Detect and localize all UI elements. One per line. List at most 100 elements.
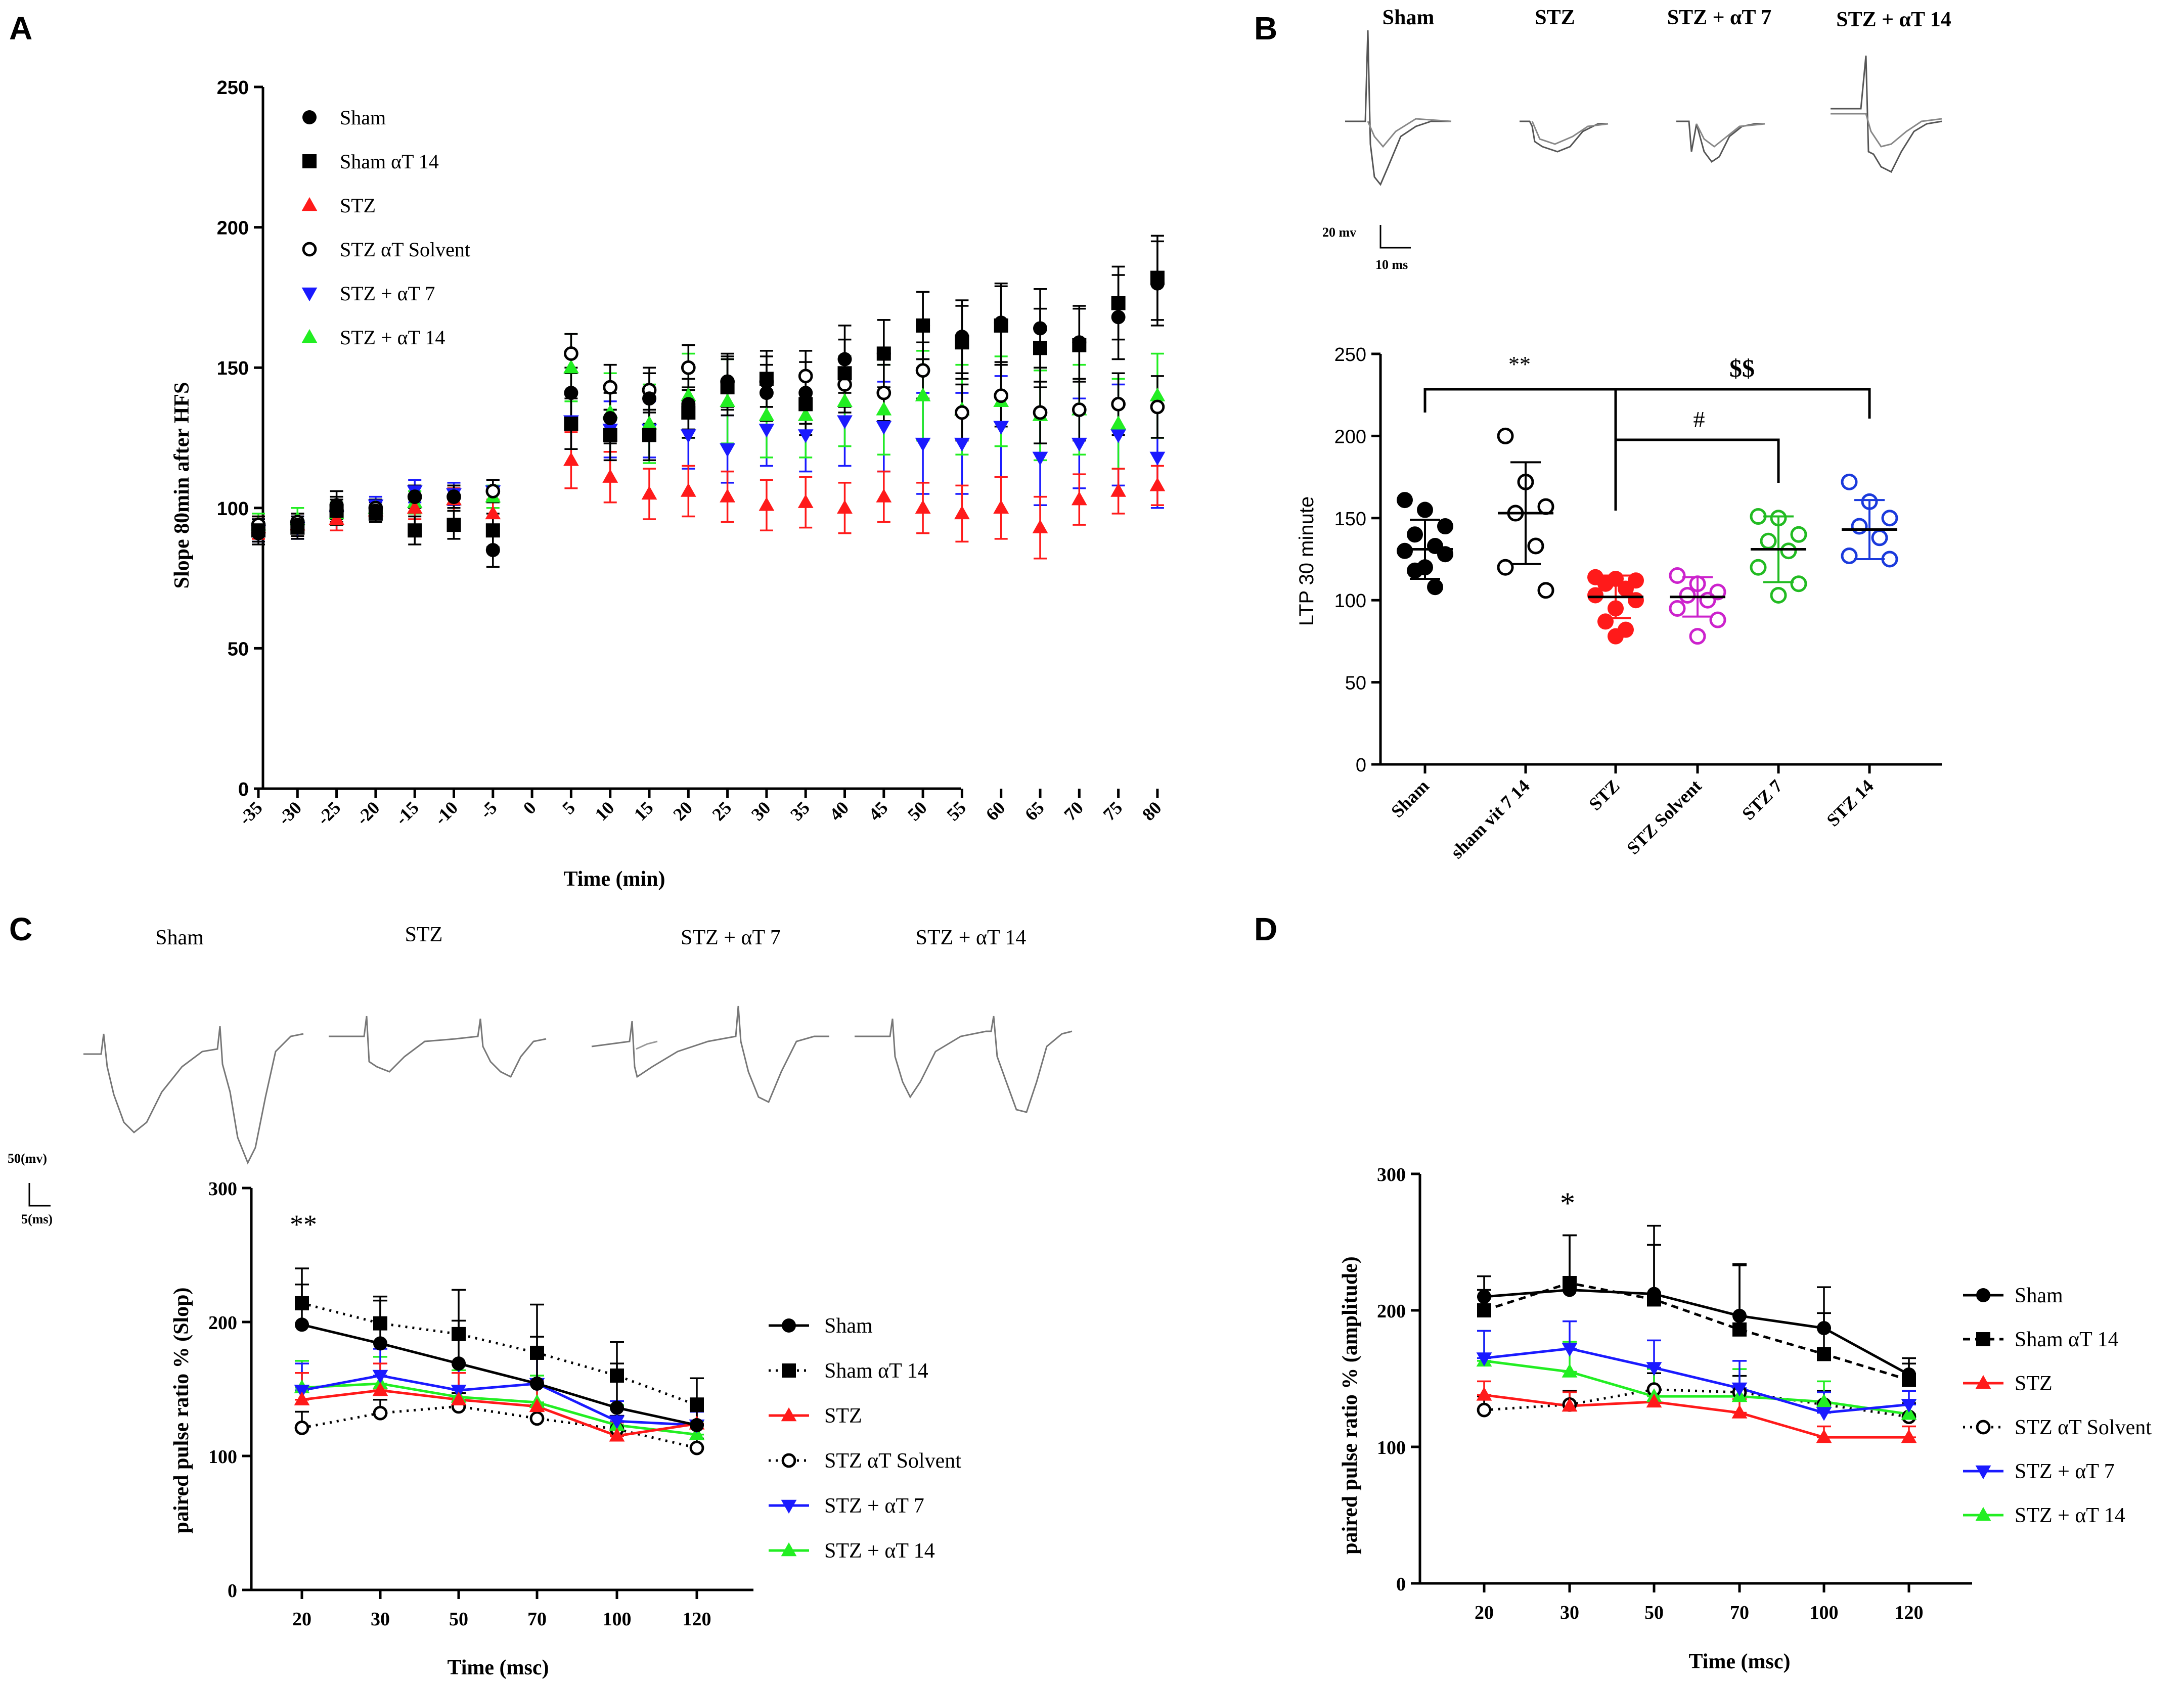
data-point (1562, 1343, 1578, 1357)
chart-c-sig: ** (290, 1209, 317, 1240)
data-point (1111, 296, 1126, 310)
data-point (1780, 542, 1797, 560)
data-point (1709, 583, 1726, 601)
x-tick-label: -10 (430, 797, 462, 829)
data-point (290, 518, 305, 532)
x-tick-label: 50 (449, 1609, 468, 1630)
data-point (1770, 586, 1787, 604)
x-tick-label: 80 (1138, 797, 1166, 825)
y-tick-label: 50 (228, 639, 249, 660)
x-tick-label: 30 (747, 797, 775, 825)
x-tick-label: STZ Solvent (1623, 776, 1705, 858)
data-point (1816, 1429, 1832, 1443)
data-point (1397, 492, 1413, 509)
data-point (1527, 537, 1544, 555)
b-scale-v: 20 mv (1322, 225, 1356, 240)
data-point (1608, 628, 1624, 645)
data-point (603, 428, 617, 442)
data-point (529, 1411, 545, 1426)
data-point (690, 1418, 704, 1433)
y-tick-label: 100 (208, 1446, 237, 1468)
chart-b-sig-dollar: $$ (1729, 354, 1755, 382)
data-point (1497, 427, 1514, 444)
x-tick-label: sham vit 7 14 (1447, 776, 1534, 862)
x-tick-label: 100 (603, 1609, 632, 1630)
data-point (1110, 429, 1126, 443)
x-tick-label: 55 (943, 797, 970, 825)
data-point (1851, 518, 1868, 535)
data-point (1901, 1399, 1917, 1413)
series-line (301, 1382, 697, 1436)
data-point (954, 505, 970, 520)
legend-label-4: STZ + αT 7 (824, 1494, 924, 1518)
x-tick-label: 40 (825, 797, 853, 825)
y-tick-label: 200 (1377, 1301, 1406, 1322)
x-tick-label: 120 (683, 1609, 711, 1630)
b-trace-stz-2 (1531, 121, 1609, 145)
legend-label-1: Sham αT 14 (340, 150, 439, 173)
b-trace-at14 (1831, 55, 1942, 173)
data-point (408, 523, 422, 538)
data-point (680, 483, 696, 497)
data-point (797, 429, 814, 443)
y-tick-label: 100 (217, 498, 249, 520)
data-point (1881, 510, 1898, 527)
c-trace-label-at7: STZ + αT 7 (681, 926, 781, 949)
data-point (1750, 508, 1767, 525)
data-point (1732, 1308, 1747, 1323)
data-point (609, 1428, 625, 1442)
data-point (1597, 613, 1614, 630)
data-point (1562, 1397, 1578, 1412)
data-point (993, 421, 1009, 435)
data-point (294, 1421, 309, 1435)
data-point (954, 437, 970, 452)
legend-label-3: STZ αT Solvent (340, 238, 470, 261)
data-point (689, 1440, 704, 1455)
data-point (955, 330, 969, 344)
legend-label-0: Sham (340, 106, 386, 129)
legend-marker-5 (1975, 1507, 1991, 1521)
data-point (451, 1391, 467, 1405)
data-point (1628, 592, 1644, 609)
series-line (1484, 1359, 1909, 1416)
data-point (485, 543, 500, 558)
data-point (1150, 399, 1165, 415)
x-tick-label: Sham (1387, 776, 1433, 822)
legend-label-5: STZ + αT 14 (340, 326, 445, 349)
b-trace-stz (1520, 120, 1608, 153)
data-point (1646, 1393, 1662, 1408)
x-tick-label: 35 (786, 797, 814, 825)
y-tick-label: 300 (208, 1178, 237, 1200)
legend-marker-3 (781, 1453, 796, 1468)
data-point (681, 360, 696, 375)
legend-marker-1 (782, 1363, 796, 1378)
data-point (1841, 548, 1858, 565)
data-point (485, 484, 501, 498)
chart-b-marks (1397, 427, 1898, 645)
x-tick-label: 45 (865, 797, 892, 825)
data-point (1871, 529, 1888, 546)
data-point (680, 387, 696, 401)
data-point (876, 488, 892, 503)
chart-a-xlabel: Time (min) (563, 868, 665, 891)
chart-d-axes: 0 100 200 300 20 30 50 70 100 120 (1377, 1164, 1972, 1623)
x-tick-label: 5 (558, 797, 579, 818)
data-point (876, 346, 891, 361)
data-point (837, 366, 852, 381)
legend-marker-5 (781, 1542, 797, 1557)
y-tick-label: 150 (217, 358, 249, 379)
data-point (329, 498, 344, 513)
data-point (642, 428, 656, 442)
legend-marker-0 (1976, 1288, 1990, 1302)
data-point (1417, 501, 1433, 518)
y-tick-label: 50 (1345, 673, 1366, 694)
data-point (993, 499, 1009, 514)
chart-b-sig-hash: # (1693, 406, 1705, 432)
legend-marker-3 (1976, 1420, 1991, 1435)
data-point (1477, 1290, 1491, 1304)
data-point (876, 401, 892, 416)
data-point (1669, 567, 1686, 584)
data-point (690, 1398, 704, 1412)
